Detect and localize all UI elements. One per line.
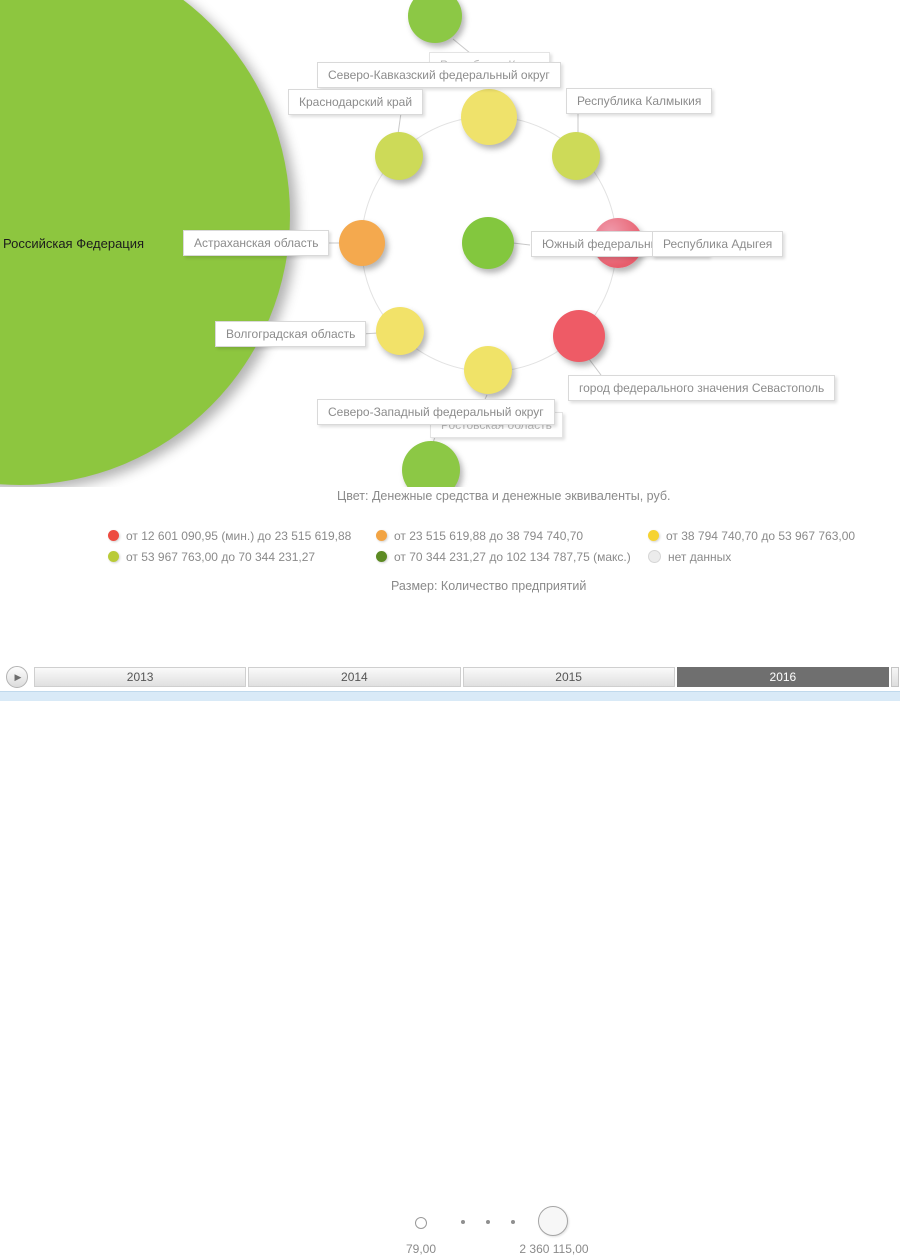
size-min-label: 79,00 (405, 1242, 437, 1256)
region-label-sevastopol: город федерального значения Севастополь (568, 375, 836, 401)
bubble-sz-fo[interactable] (402, 441, 460, 487)
region-label-adygeya: Республика Адыгея (652, 231, 784, 257)
bubble-volgograd[interactable] (376, 307, 424, 355)
size-legend-title: Размер: Количество предприятий (391, 579, 587, 593)
timeline-year-2014[interactable]: 2014 (248, 667, 461, 687)
legend-color-dot (108, 530, 119, 541)
timeline-year-2016[interactable]: 2016 (676, 667, 889, 687)
bubble-rostov[interactable] (464, 346, 512, 394)
legend-label: от 23 515 619,88 до 38 794 740,70 (394, 528, 584, 543)
color-legend-title: Цвет: Денежные средства и денежные эквив… (337, 489, 671, 503)
size-max-circle (538, 1206, 568, 1236)
bubble-sk-fo[interactable] (461, 89, 517, 145)
size-legend: 79,00 2 360 115,00 (0, 600, 900, 1256)
region-label-kalmykia: Республика Калмыкия (566, 88, 713, 114)
bubble-yuzhny-fo[interactable] (462, 217, 514, 269)
timeline-year-2015[interactable]: 2015 (462, 667, 675, 687)
bottom-scrollbar (0, 691, 900, 701)
size-max-label: 2 360 115,00 (519, 1242, 589, 1256)
size-step-dot (511, 1220, 515, 1224)
legend-color-dot (648, 530, 659, 541)
bubble-kalmykia[interactable] (552, 132, 600, 180)
legend-color-dot (648, 550, 661, 563)
region-label-sz-fo: Северо-Западный федеральный округ (317, 399, 555, 425)
bubble-sevastopol[interactable] (553, 310, 605, 362)
region-label-astrakhan: Астраханская область (183, 230, 330, 256)
timeline[interactable]: 2013 2014 2015 2016 (34, 667, 899, 687)
region-label-krasnodar: Краснодарский край (288, 89, 424, 115)
legend-label: от 12 601 090,95 (мин.) до 23 515 619,88 (126, 528, 352, 543)
play-icon: ▶ (14, 671, 22, 682)
bubble-krasnodar[interactable] (375, 132, 423, 180)
timeline-year-2013[interactable]: 2013 (34, 667, 247, 687)
legend-item-5: нет данных (648, 546, 855, 567)
size-step-dot (461, 1220, 465, 1224)
legend-item-1: от 23 515 619,88 до 38 794 740,70 (376, 525, 648, 546)
bubble-astrakhan[interactable] (339, 220, 385, 266)
legend-item-0: от 12 601 090,95 (мин.) до 23 515 619,88 (108, 525, 376, 546)
legend-color-dot (376, 530, 387, 541)
legend-label: от 53 967 763,00 до 70 344 231,27 (126, 549, 316, 564)
legend-label: нет данных (668, 549, 732, 564)
legend-color-dot (108, 551, 119, 562)
legend-item-4: от 70 344 231,27 до 102 134 787,75 (макс… (376, 546, 648, 567)
bubble-krym[interactable] (408, 0, 462, 43)
size-min-circle (415, 1217, 427, 1229)
bubble-layer: Республика КрымСеверо-Кавказский федерал… (0, 0, 900, 487)
legend-label: от 70 344 231,27 до 102 134 787,75 (макс… (394, 549, 631, 564)
timeline-scroll-handle[interactable] (891, 667, 899, 687)
size-step-dot (486, 1220, 490, 1224)
legend-color-dot (376, 551, 387, 562)
legend-item-2: от 38 794 740,70 до 53 967 763,00 (648, 525, 855, 546)
color-legend: от 12 601 090,95 (мин.) до 23 515 619,88… (108, 525, 855, 567)
bubble-chart: Республика КрымСеверо-Кавказский федерал… (0, 0, 900, 487)
play-button[interactable]: ▶ (6, 666, 28, 688)
root-region-label: Российская Федерация (3, 236, 145, 251)
legend-label: от 38 794 740,70 до 53 967 763,00 (666, 528, 856, 543)
region-label-sk-fo: Северо-Кавказский федеральный округ (317, 62, 561, 88)
region-label-volgograd: Волгоградская область (215, 321, 367, 347)
legend-item-3: от 53 967 763,00 до 70 344 231,27 (108, 546, 376, 567)
